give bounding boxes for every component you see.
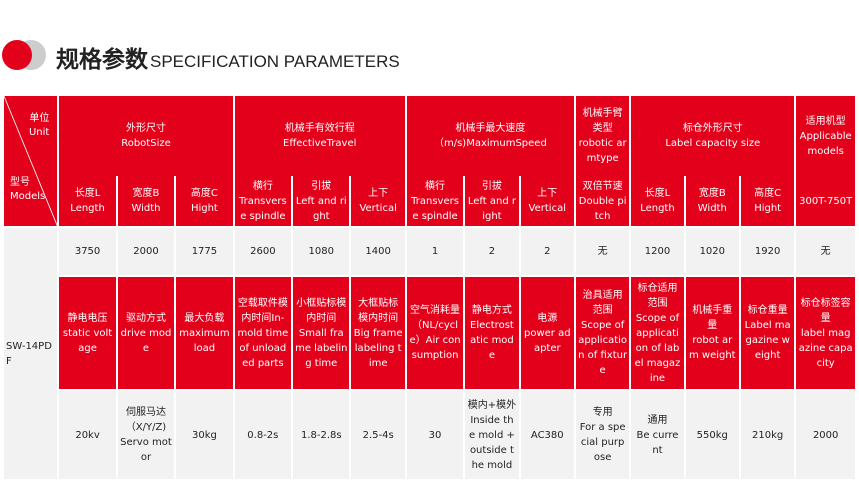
sub-label-height: 高度C Hight [740,176,795,226]
title-chinese: 规格参数 [56,47,148,73]
cell-label-magazine-capacity: 2000 [796,391,855,479]
cell-label-magazine-scope: 通用 Be current [631,391,684,479]
group-maximum-speed: 机械手最大速度 （m/s)MaximumSpeed [406,96,574,176]
cell-power-adapter: AC380 [520,391,574,479]
sub-height: 高度C Hight [176,176,233,226]
hdr-drive-mode: 驱动方式 drive mode [117,277,175,389]
spec-table: 单位 Unit 型号 Models 外形尺寸 RobotSize 机械手有效行程… [2,96,857,479]
header-row-2: 静电电压 static voltage 驱动方式 drive mode 最大负载… [4,277,855,389]
data-row-1: SW-14PDF 3750 2000 1775 2600 1080 1400 1… [4,228,855,479]
sub-speed-transverse: 横行 Transverse spindle [406,176,464,226]
unit-model-corner: 单位 Unit 型号 Models [4,96,58,226]
hdr-static-voltage: 静电电压 static voltage [59,277,116,389]
cell-label-width: 1020 [685,228,739,275]
sub-speed-left-right: 引拔 Left and right [465,176,519,226]
cell-width: 2000 [117,228,175,275]
hdr-power-adapter: 电源 power adapter [520,277,574,389]
cell-travel-left-right: 1080 [293,228,350,275]
cell-electrostatic-mode: 模内+模外 Inside the mold + outside the mold [465,391,519,479]
data-row-2: 20kv 伺服马达 （X/Y/Z) Servo motor 30kg 0.8-2… [4,391,855,479]
cell-label-length: 1200 [631,228,684,275]
hdr-label-magazine-capacity: 标仓标签容量 label magazine capacity [796,277,855,389]
group-robot-size: 外形尺寸 RobotSize [59,96,233,176]
sub-double-pitch: 双倍节速 Double pitch [575,176,630,226]
cell-small-frame-time: 1.8-2.8s [293,391,350,479]
sub-travel-vertical: 上下 Vertical [351,176,405,226]
cell-double-pitch: 无 [575,228,630,275]
sub-speed-vertical: 上下 Vertical [520,176,574,226]
cell-maximum-load: 30kg [176,391,233,479]
cell-applicable-models: 无 [796,228,855,275]
cell-speed-vertical: 2 [520,228,574,275]
hdr-big-frame-time: 大框贴标模内时间 Big frame labeling time [351,277,405,389]
header-row-groups: 单位 Unit 型号 Models 外形尺寸 RobotSize 机械手有效行程… [4,96,855,226]
group-effective-travel: 机械手有效行程 EffectiveTravel [234,96,405,176]
unit-label: 单位 Unit [28,113,50,138]
sub-label-length: 长度L Length [631,176,684,226]
sub-label-width: 宽度B Width [685,176,739,226]
cell-unloaded-parts-time: 0.8-2s [234,391,292,479]
title-english: SPECIFICATION PARAMETERS [150,52,400,71]
cell-travel-transverse: 2600 [234,228,292,275]
cell-robot-arm-weight: 550kg [685,391,739,479]
group-applicable-models: 适用机型 Applicable models [796,96,855,176]
cell-length: 3750 [59,228,116,275]
cell-drive-mode: 伺服马达 （X/Y/Z) Servo motor [117,391,175,479]
models-label: 型号 Models [10,177,46,202]
hdr-label-magazine-weight: 标仓重量 Label magazine weight [740,277,795,389]
cell-static-voltage: 20kv [59,391,116,479]
logo-circles-icon [2,40,48,72]
group-label-capacity-size: 标仓外形尺寸 Label capacity size [631,96,795,176]
cell-speed-transverse: 1 [406,228,464,275]
sub-width: 宽度B Width [117,176,175,226]
hdr-label-magazine-scope: 标仓适用范围 Scope of application of label mag… [631,277,684,389]
group-arm-type: 机械手臂类型 robotic armtype [575,96,630,176]
sub-travel-transverse: 横行 Transverse spindle [234,176,292,226]
hdr-maximum-load: 最大负载 maximum load [176,277,233,389]
cell-label-magazine-weight: 210kg [740,391,795,479]
cell-speed-left-right: 2 [465,228,519,275]
hdr-robot-arm-weight: 机械手重量 robot arm weight [685,277,739,389]
hdr-unloaded-parts-time: 空载取件模内时间In-mold time of unloaded parts [234,277,292,389]
cell-fixture-scope: 专用 For a special purpose [575,391,630,479]
hdr-electrostatic-mode: 静电方式 Electrostatic mode [465,277,519,389]
cell-big-frame-time: 2.5-4s [351,391,405,479]
page-title: 规格参数 SPECIFICATION PARAMETERS [56,40,400,74]
sub-length: 长度L Length [59,176,116,226]
header-row-sub: 长度L Length 宽度B Width 高度C Hight 横行 Transv… [4,176,855,226]
sub-tonnage: 300T-750T [796,176,855,226]
cell-travel-vertical: 1400 [351,228,405,275]
hdr-fixture-scope: 治具适用范围 Scope of application of fixture [575,277,630,389]
cell-height: 1775 [176,228,233,275]
cell-label-height: 1920 [740,228,795,275]
hdr-small-frame-time: 小框贴标模内时间 Small frame labeling time [293,277,350,389]
page-header: 规格参数 SPECIFICATION PARAMETERS [0,0,859,95]
model-name: SW-14PDF [4,228,58,479]
cell-air-consumption: 30 [406,391,464,479]
sub-travel-left-right: 引拔 Left and right [293,176,350,226]
hdr-air-consumption: 空气消耗量（NL/cycle）Air consumption [406,277,464,389]
